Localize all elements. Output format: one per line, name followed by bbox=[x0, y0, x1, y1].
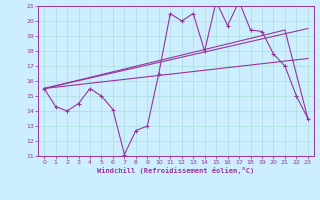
X-axis label: Windchill (Refroidissement éolien,°C): Windchill (Refroidissement éolien,°C) bbox=[97, 167, 255, 174]
